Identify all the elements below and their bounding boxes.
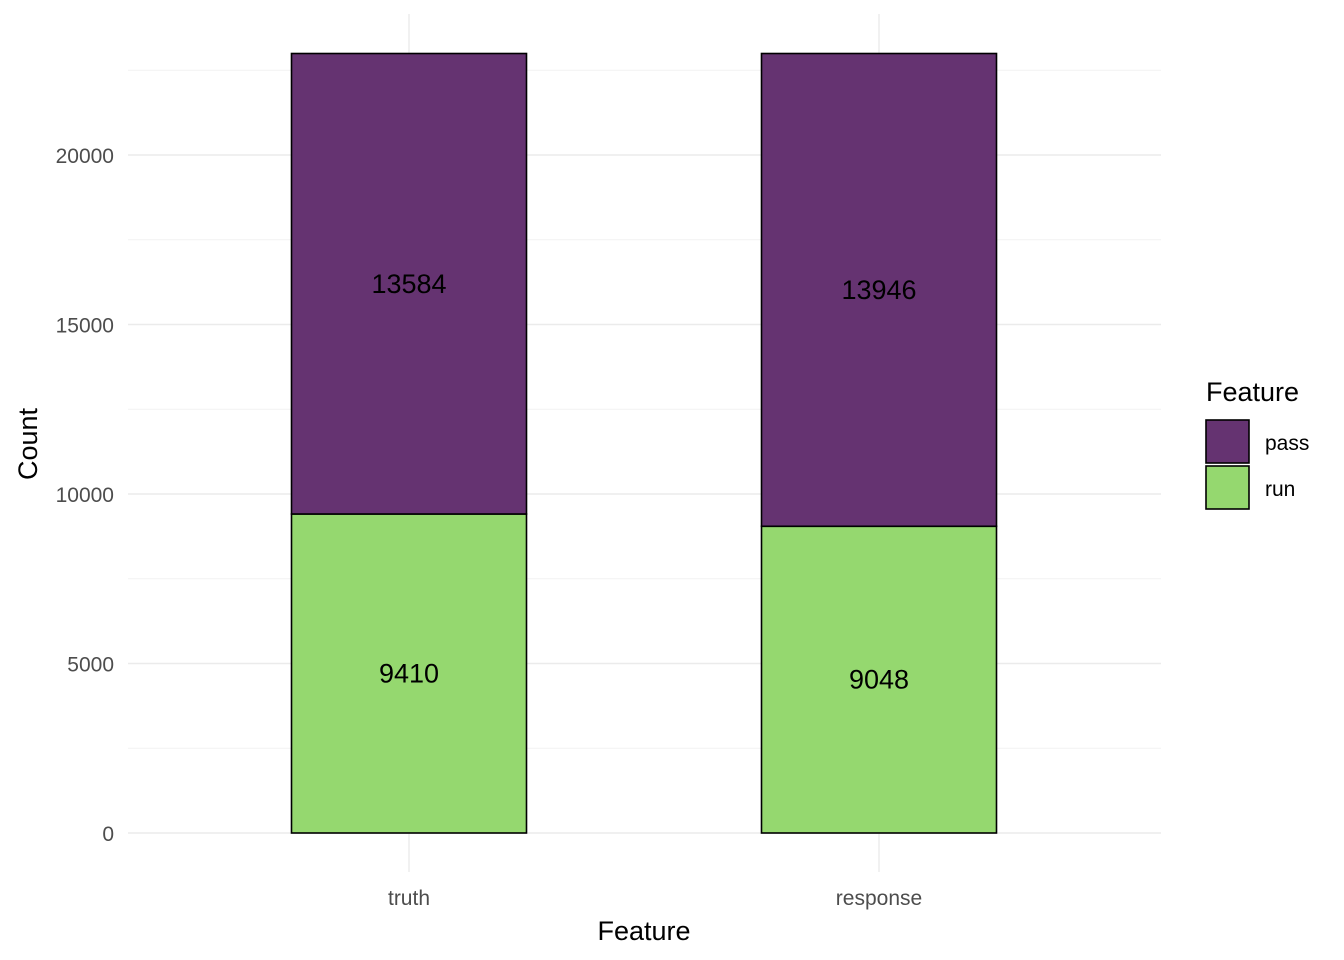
bar-run-truth bbox=[290, 513, 528, 834]
legend-label-pass: pass bbox=[1265, 432, 1309, 455]
legend: Feature pass run bbox=[1205, 377, 1309, 510]
x-tick-label: truth bbox=[388, 887, 430, 910]
legend-title: Feature bbox=[1206, 377, 1299, 407]
y-tick-label: 10000 bbox=[56, 484, 114, 507]
y-tick-label: 20000 bbox=[56, 145, 114, 168]
bar-pass-response bbox=[760, 52, 998, 528]
bar-layer bbox=[290, 52, 998, 834]
data-label-layer: 9410 13584 9048 13946 bbox=[371, 269, 916, 695]
y-tick-label: 15000 bbox=[56, 315, 114, 338]
bar-pass-truth bbox=[290, 52, 528, 515]
data-label-pass-response: 13946 bbox=[841, 275, 916, 305]
legend-label-run: run bbox=[1265, 478, 1295, 501]
axis-layer: Feature Count 0 5000 10000 15000 20000 truth r… bbox=[13, 145, 922, 946]
data-label-run-truth: 9410 bbox=[379, 659, 439, 689]
legend-key-run bbox=[1205, 465, 1250, 510]
y-tick-label: 0 bbox=[102, 823, 114, 846]
x-tick-label: response bbox=[836, 887, 922, 910]
data-label-run-response: 9048 bbox=[849, 665, 909, 695]
legend-key-pass bbox=[1205, 419, 1250, 464]
data-label-pass-truth: 13584 bbox=[371, 269, 446, 299]
y-tick-label: 5000 bbox=[67, 654, 114, 677]
x-axis-title: Feature bbox=[597, 916, 690, 946]
grid-layer bbox=[128, 14, 1161, 872]
y-axis-title: Count bbox=[13, 407, 43, 480]
